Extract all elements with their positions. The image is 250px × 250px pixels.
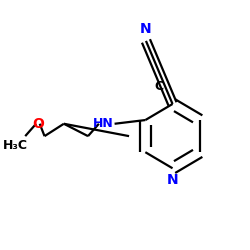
Text: H₃C: H₃C: [3, 138, 28, 151]
Text: N: N: [167, 173, 178, 187]
Text: O: O: [32, 117, 44, 131]
Text: N: N: [140, 22, 152, 36]
Text: C: C: [154, 80, 164, 93]
Text: HN: HN: [92, 117, 113, 130]
